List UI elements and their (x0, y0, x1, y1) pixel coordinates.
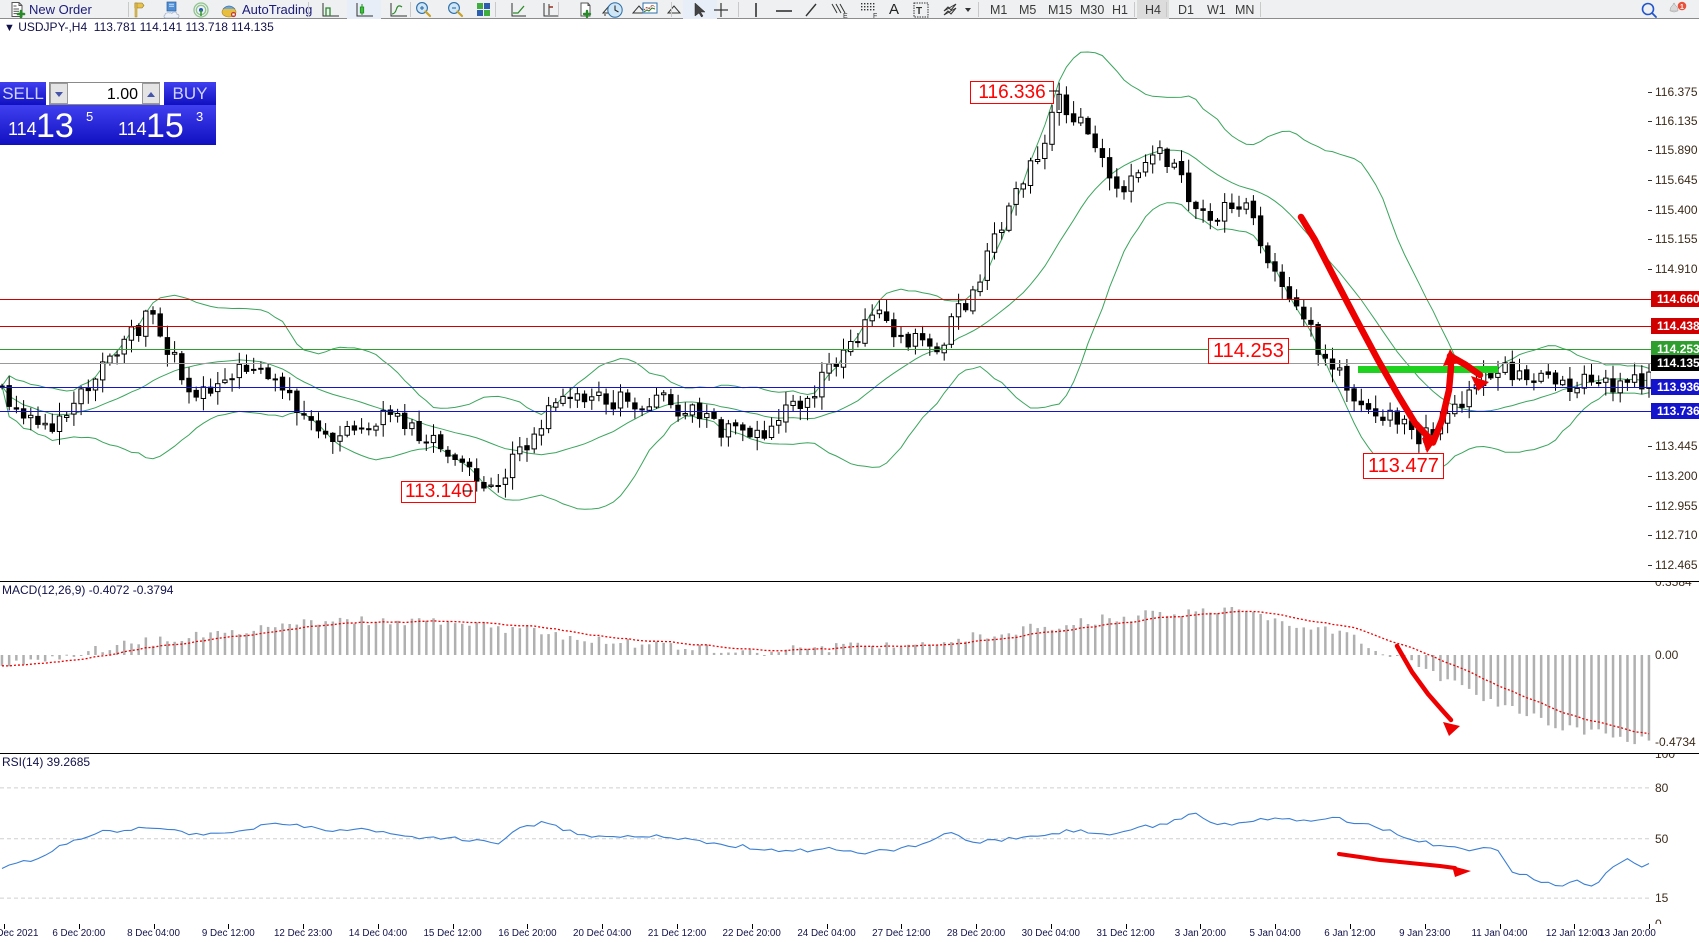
svg-text:1: 1 (1680, 4, 1684, 11)
svg-text:T: T (916, 6, 922, 17)
svg-text:E: E (843, 13, 848, 18)
svg-text:F: F (873, 13, 877, 18)
